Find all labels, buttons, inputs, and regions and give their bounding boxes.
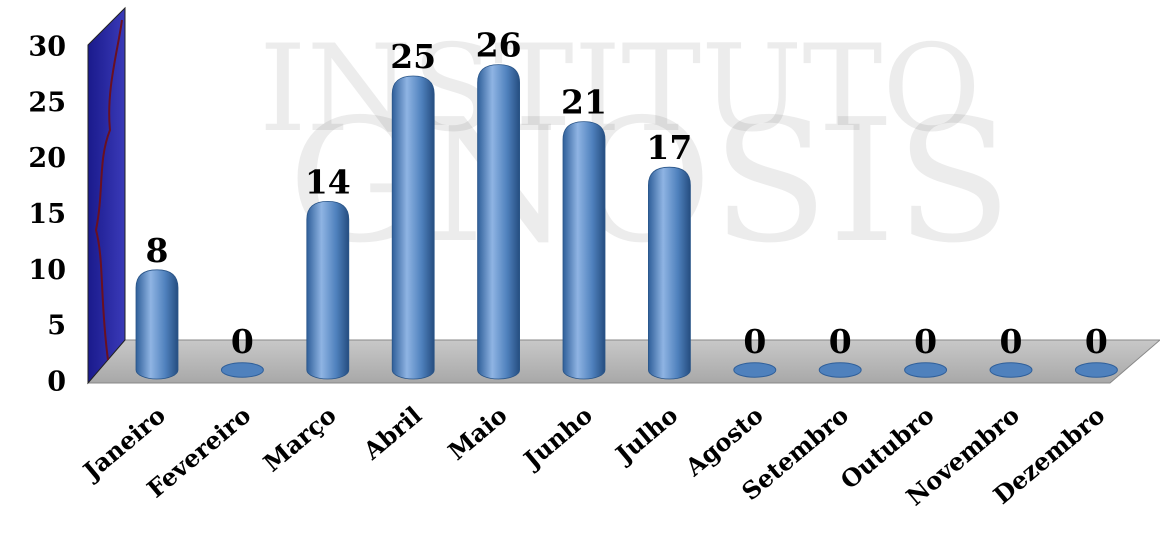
bar	[989, 362, 1033, 378]
value-label: 0	[231, 322, 254, 361]
x-tick-label: Abril	[357, 400, 427, 465]
x-tick-label: Maio	[442, 400, 512, 465]
y-tick-label: 0	[47, 367, 66, 398]
value-label: 0	[1000, 322, 1023, 361]
y-tick-label: 15	[28, 199, 66, 230]
x-tick-label: Junho	[517, 400, 598, 475]
x-tick-label: Março	[258, 400, 342, 477]
back-wall	[87, 6, 126, 385]
watermark: INSTITUTO	[259, 20, 981, 159]
value-label: 0	[743, 322, 766, 361]
value-label: 0	[829, 322, 852, 361]
bar	[1074, 362, 1118, 378]
bar	[220, 362, 264, 378]
bar	[904, 362, 948, 378]
value-label: 14	[305, 162, 351, 201]
y-tick-label: 10	[28, 255, 66, 286]
value-label: 8	[146, 231, 169, 270]
value-label: 26	[476, 26, 522, 65]
value-label: 0	[1085, 322, 1108, 361]
y-tick-label: 25	[28, 87, 66, 118]
bar	[818, 362, 862, 378]
value-label: 17	[646, 128, 692, 167]
bar	[733, 362, 777, 378]
y-tick-label: 20	[28, 143, 66, 174]
bar	[391, 75, 435, 380]
y-tick-label: 5	[47, 311, 66, 342]
bar	[648, 166, 691, 380]
wall-decoration	[94, 19, 123, 361]
value-label: 21	[561, 83, 607, 122]
y-tick-label: 30	[28, 32, 66, 63]
bar	[477, 64, 520, 380]
bar	[135, 269, 179, 380]
value-label: 0	[914, 322, 937, 361]
x-tick-label: Julho	[608, 400, 683, 469]
bar	[562, 121, 606, 380]
value-label: 25	[390, 37, 436, 76]
bar	[306, 200, 350, 380]
